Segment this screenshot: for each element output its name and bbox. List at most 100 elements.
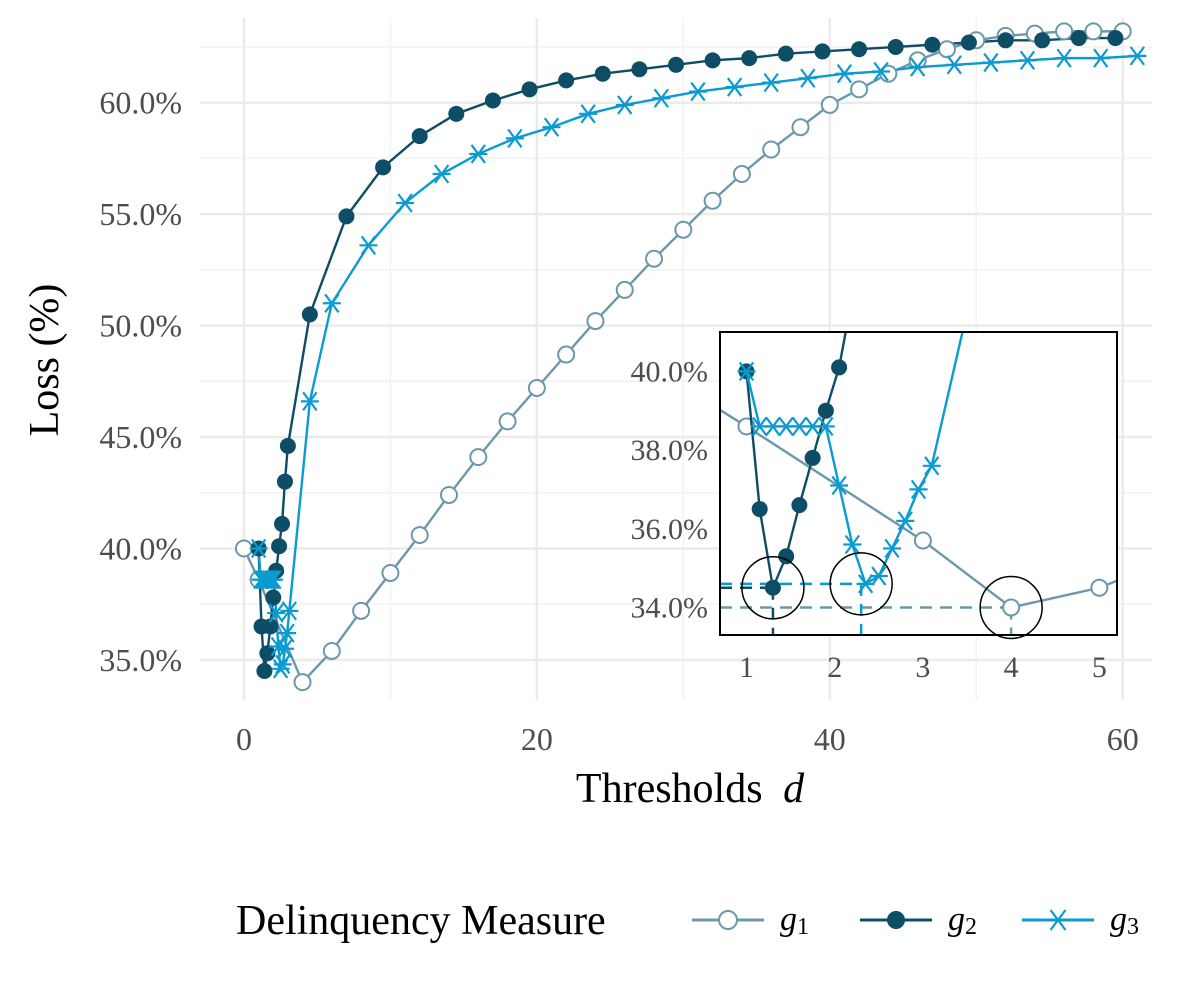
point-g1: [850, 80, 869, 99]
inset-point-g2: [831, 359, 848, 376]
point-g3: [908, 57, 927, 77]
point-g3: [725, 77, 744, 97]
y-tick-label: 45.0%: [99, 419, 182, 455]
inset-point-g3: [816, 416, 835, 437]
point-g2: [558, 72, 575, 89]
point-g3: [278, 623, 297, 643]
minimum-highlight-g3: [829, 552, 893, 616]
inset-x-tick-label: 4: [1004, 651, 1019, 684]
point-g3: [981, 52, 1000, 73]
point-g3: [945, 55, 964, 75]
inset-x-tick-label: 5: [1092, 651, 1107, 684]
point-g2: [1034, 32, 1051, 49]
point-g2: [259, 645, 276, 662]
point-g3: [615, 95, 634, 115]
point-g1: [527, 378, 546, 397]
point-g2: [814, 43, 831, 60]
inset-point-g3: [737, 361, 756, 382]
point-g3: [762, 72, 781, 93]
main-series-markers: [234, 22, 1147, 692]
inset-point-g2: [791, 497, 808, 514]
point-g3: [432, 164, 451, 184]
point-g3: [579, 104, 598, 124]
point-g3: [267, 603, 286, 623]
point-g1: [322, 641, 341, 660]
inset-point-g3: [922, 456, 941, 476]
legend-key-marker-g2: [887, 911, 905, 929]
point-g3: [1055, 48, 1074, 68]
point-g3: [652, 88, 671, 108]
legend-label-subscript: 3: [1127, 914, 1139, 940]
legend-label-main: g: [948, 901, 965, 938]
point-g2: [851, 41, 868, 58]
point-g2: [338, 208, 355, 225]
point-g3: [273, 654, 292, 674]
point-g3: [322, 293, 341, 313]
legend: Delinquency Measure g1 g2 g3: [236, 898, 1139, 944]
inset-y-tick-label: 40.0%: [631, 355, 709, 388]
inset-point-g2: [764, 579, 781, 596]
x-axis-title: Thresholds d: [576, 766, 805, 812]
legend-key-marker-g1: [718, 910, 738, 930]
point-g1: [498, 412, 517, 431]
inset-y-tick-label: 36.0%: [631, 513, 709, 546]
point-g1: [615, 280, 634, 299]
point-g2: [887, 38, 904, 55]
inset-x-tick-label: 2: [827, 651, 842, 684]
point-g2: [271, 538, 288, 555]
point-g2: [256, 663, 273, 680]
point-g2: [924, 36, 941, 53]
legend-label-g2: g2: [948, 901, 977, 940]
point-g2: [631, 61, 648, 78]
x-axis-title-variable: d: [783, 766, 805, 812]
legend-label-main: g: [1110, 901, 1127, 938]
point-g1: [234, 539, 253, 558]
point-g3: [688, 81, 707, 102]
minimum-highlight-g2: [741, 556, 805, 620]
point-g2: [594, 65, 611, 82]
point-g2: [1107, 30, 1124, 47]
point-g2: [741, 50, 758, 67]
point-g3: [396, 193, 415, 213]
point-g3: [1018, 50, 1037, 71]
point-g2: [265, 589, 282, 606]
point-g1: [674, 220, 693, 239]
point-g3: [835, 64, 854, 84]
point-g1: [439, 485, 458, 504]
point-g2: [668, 56, 684, 73]
inset-point-g1: [1002, 598, 1021, 617]
point-g2: [704, 52, 721, 69]
point-g1: [703, 191, 722, 210]
point-g3: [469, 144, 488, 164]
inset-point-g1: [913, 531, 932, 550]
legend-label-g3: g3: [1110, 901, 1139, 940]
point-g3: [798, 68, 817, 88]
point-g2: [411, 128, 428, 145]
point-g3: [275, 639, 294, 659]
point-g1: [820, 95, 839, 114]
point-g1: [293, 673, 312, 692]
point-g1: [1055, 22, 1074, 41]
inset-point-g3: [843, 534, 862, 555]
point-g2: [777, 45, 794, 62]
inset-panel: 34.0% 36.0% 38.0% 40.0% 1 2 3 4 5: [631, 331, 1196, 684]
point-g1: [732, 165, 751, 184]
inset-y-tick-label: 34.0%: [631, 591, 709, 624]
point-g2: [484, 92, 501, 109]
y-tick-label: 35.0%: [99, 642, 182, 678]
inset-point-g1: [1180, 544, 1196, 560]
point-g2: [997, 32, 1014, 49]
x-tick-label: 60: [1107, 721, 1139, 757]
point-g2: [375, 159, 392, 176]
point-g1: [352, 601, 371, 620]
x-tick-label: 20: [521, 721, 553, 757]
point-g2: [301, 306, 318, 323]
point-g2: [1070, 30, 1087, 47]
point-g1: [1084, 22, 1103, 41]
legend-label-subscript: 2: [965, 914, 977, 940]
inset-point-g2: [778, 548, 795, 565]
inset-point-g3: [896, 511, 915, 531]
inset-point-g2: [751, 501, 768, 518]
